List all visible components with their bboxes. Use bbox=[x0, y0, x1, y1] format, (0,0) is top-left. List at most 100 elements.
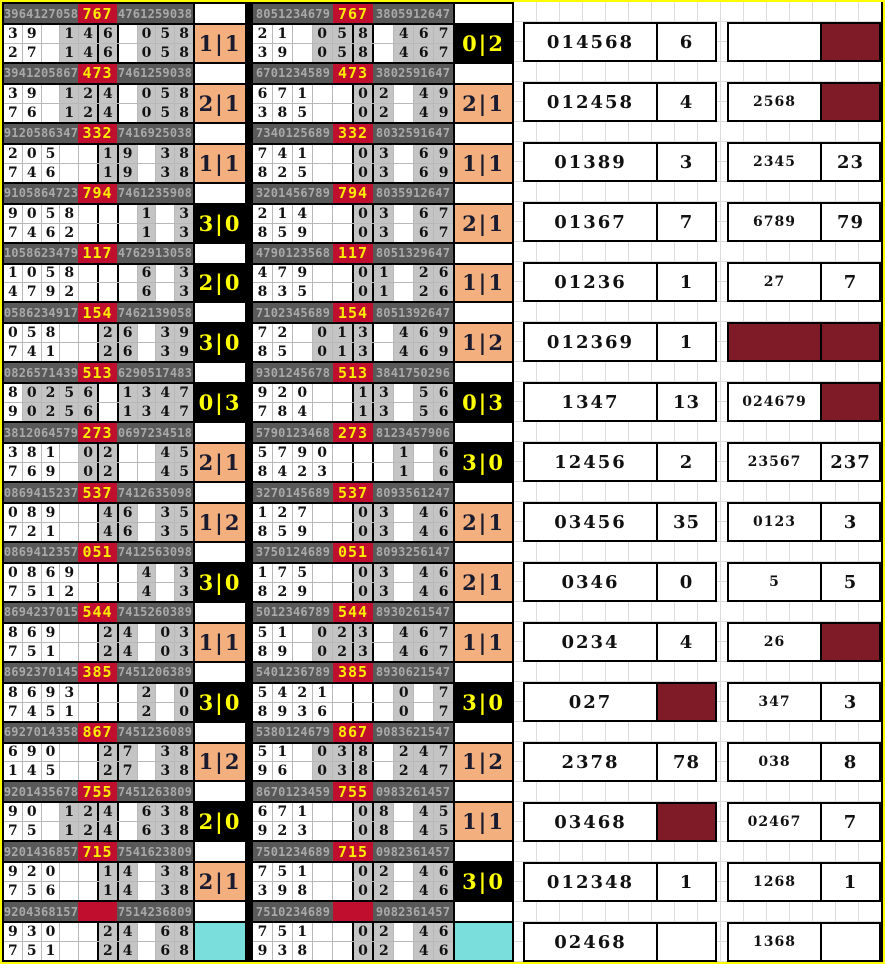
digit-cell: 1 bbox=[42, 642, 61, 661]
digit-cell bbox=[374, 623, 395, 642]
result-b-main-cell: 038 bbox=[729, 744, 822, 780]
digit-cell: 0 bbox=[312, 642, 333, 661]
digit-cell: 8 bbox=[175, 882, 193, 901]
digit-cell: 3 bbox=[156, 324, 176, 343]
digit-cell: 4 bbox=[414, 822, 435, 841]
trend-block: 0869415237 537 7412635098 0 8 9 4 6 3 5 7 2 1 4 6 3 5 1|2 bbox=[4, 481, 245, 541]
digit-cell: 2 bbox=[23, 522, 42, 541]
digit-cell: 3 bbox=[156, 762, 176, 781]
draw-number-cell: 767 bbox=[333, 4, 373, 23]
digit-cell: 8 bbox=[293, 882, 313, 901]
draw-number-cell: 537 bbox=[78, 483, 117, 502]
digit-cell: 8 bbox=[253, 343, 273, 362]
digit-cell bbox=[119, 223, 138, 242]
digit-cell bbox=[138, 463, 157, 481]
digit-cell bbox=[333, 283, 352, 301]
digit-cell: 7 bbox=[175, 384, 193, 403]
digit-cell bbox=[79, 863, 97, 881]
digit-cell: 3 bbox=[137, 384, 157, 403]
digit-cell: 4 bbox=[414, 84, 435, 103]
digit-cell: 0 bbox=[351, 84, 375, 103]
block-header: 6701234589 473 3802591647 bbox=[253, 63, 512, 85]
digit-cell: 4 bbox=[79, 25, 97, 43]
digit-cell bbox=[96, 582, 119, 601]
header-right-digits: 8093256147 bbox=[373, 542, 453, 562]
header-right-digits: 8051329647 bbox=[373, 243, 453, 263]
digit-cell: 5 bbox=[273, 923, 293, 942]
digit-cell: 9 bbox=[42, 623, 61, 642]
result-a-side-cell: 4 bbox=[679, 631, 694, 653]
digit-cell: 8 bbox=[175, 803, 193, 822]
ratio-badge: 3|0 bbox=[193, 563, 245, 601]
result-a-side-cell: 78 bbox=[672, 751, 701, 773]
digit-cell: 9 bbox=[293, 582, 313, 601]
result-b-main-cell bbox=[729, 24, 822, 60]
header-left-digits: 9201436857 bbox=[4, 842, 78, 862]
digit-cell bbox=[96, 403, 119, 422]
header-spacer bbox=[193, 303, 245, 323]
result-box-a: 01236 1 bbox=[523, 262, 717, 302]
digit-cell: 3 bbox=[175, 642, 193, 661]
result-a-main-cell: 01367 bbox=[525, 204, 658, 240]
digit-cell: 5 bbox=[42, 204, 61, 223]
result-b-side-cell: 79 bbox=[836, 211, 865, 233]
digit-cell: 8 bbox=[253, 522, 273, 541]
digit-cell: 2 bbox=[273, 324, 293, 343]
result-b-main-cell: 26 bbox=[729, 624, 822, 660]
digit-cell: 6 bbox=[79, 403, 97, 422]
digit-cell: 7 bbox=[434, 743, 454, 762]
block-body: 5 1 0 2 3 4 6 7 8 9 0 2 3 4 6 7 1|1 bbox=[253, 623, 512, 661]
digit-cell: 6 bbox=[313, 702, 333, 721]
header-left-digits: 7340125689 bbox=[253, 123, 333, 143]
draw-number-cell: 867 bbox=[78, 722, 117, 742]
block-header: 3750124689 051 8093256147 bbox=[253, 542, 512, 564]
digit-cell: 3 bbox=[156, 522, 176, 541]
digit-cell: 5 bbox=[414, 384, 435, 403]
digit-cell: 3 bbox=[374, 163, 395, 182]
ratio-badge: 2|1 bbox=[193, 84, 245, 122]
digit-cell: 0 bbox=[137, 43, 157, 62]
result-box-a: 01367 7 bbox=[523, 202, 717, 242]
digit-cell: 0 bbox=[22, 384, 42, 403]
digit-cell: 0 bbox=[394, 683, 415, 702]
digit-cell: 6 bbox=[434, 463, 454, 481]
result-box-b: 0123 3 bbox=[727, 502, 881, 542]
digit-cell: 0 bbox=[42, 923, 61, 942]
digit-cell: 0 bbox=[351, 882, 375, 901]
trend-block: 7340125689 332 8032591647 7 4 1 0 3 6 9 8 2 5 0 3 6 9 1|1 bbox=[253, 121, 512, 182]
result-b-side-cell: 8 bbox=[843, 751, 858, 773]
digit-cell bbox=[394, 522, 415, 541]
digit-cell: 8 bbox=[351, 43, 375, 62]
digit-cell: 3 bbox=[175, 223, 193, 242]
digit-cell: 3 bbox=[273, 283, 293, 302]
block-header: 9120586347 332 7416925038 bbox=[4, 123, 245, 145]
digit-cell: 6 bbox=[118, 343, 138, 362]
ratio-badge: 2|1 bbox=[193, 863, 245, 901]
block-header: 3201456789 794 8035912647 bbox=[253, 183, 512, 205]
header-spacer bbox=[193, 902, 245, 922]
digit-cell bbox=[394, 563, 415, 582]
trend-block: 3941205867 473 7461259038 3 9 1 2 4 0 5 8 7 6 1 2 4 0 5 8 2… bbox=[4, 61, 245, 122]
draw-number-cell: 051 bbox=[333, 542, 373, 562]
ratio-badge: 2|1 bbox=[453, 504, 512, 541]
digit-cell: 8 bbox=[175, 144, 193, 163]
digit-cell bbox=[313, 163, 333, 182]
digit-cell bbox=[351, 683, 375, 702]
digit-cell bbox=[293, 324, 313, 343]
digit-cell: 3 bbox=[293, 702, 313, 721]
digit-cell: 3 bbox=[175, 582, 193, 601]
digit-cell bbox=[293, 623, 313, 642]
trend-block: 7102345689 154 8051392647 7 2 0 1 3 4 6 9 8 5 0 1 3 4 6 9 1… bbox=[253, 301, 512, 362]
digit-cell: 1 bbox=[394, 444, 415, 463]
header-right-digits: 7541623809 bbox=[117, 842, 193, 862]
